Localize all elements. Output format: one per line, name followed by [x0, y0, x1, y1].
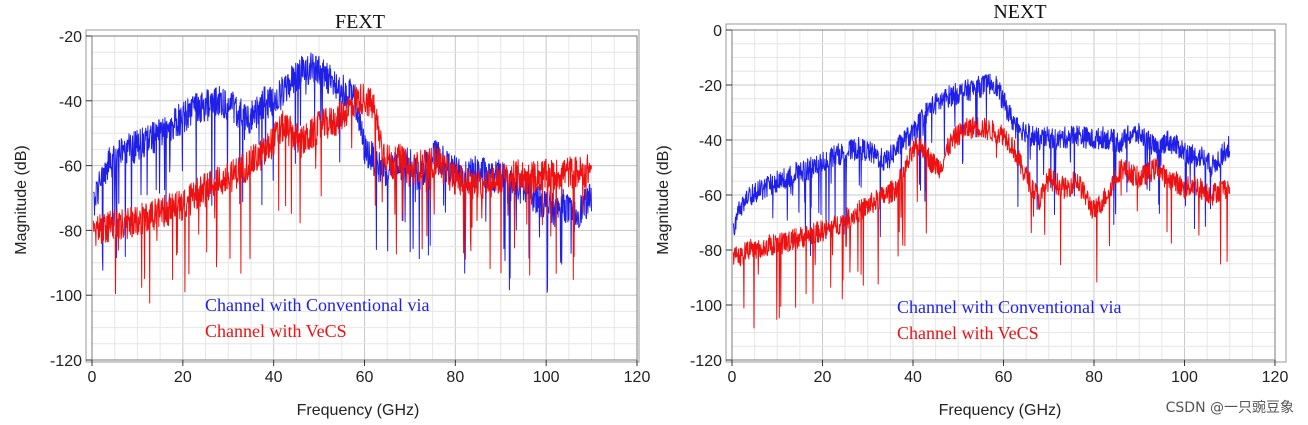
x-axis-label: Frequency (GHz) [297, 402, 420, 419]
fext-title: FEXT [335, 11, 385, 33]
csdn-watermark: CSDN @一只豌豆象 [1165, 400, 1294, 416]
y-tick-label: -40 [699, 133, 722, 150]
x-tick-label: 120 [1262, 369, 1289, 386]
y-tick-label: -20 [59, 29, 82, 46]
next-title: NEXT [993, 1, 1046, 23]
x-tick-label: 20 [814, 369, 832, 386]
legend-conventional-via: Channel with Conventional via [205, 295, 429, 315]
x-tick-label: 100 [1171, 369, 1198, 386]
x-tick-label: 40 [265, 369, 283, 386]
y-tick-label: -100 [690, 298, 722, 315]
legend-vecs: Channel with VeCS [897, 323, 1039, 343]
y-tick-label: -80 [699, 243, 722, 260]
x-tick-label: 60 [995, 369, 1013, 386]
x-tick-label: 20 [174, 369, 192, 386]
y-tick-label: -60 [59, 159, 82, 176]
y-tick-label: -100 [50, 288, 82, 305]
y-tick-label: -60 [699, 188, 722, 205]
next-panel: 0 20 40 60 80 100 120 -120 -100 -80 -60 -40 -20 0 Freq… [655, 1, 1288, 419]
legend-conventional-via: Channel with Conventional via [897, 297, 1121, 317]
series-line-conventional-via [732, 73, 1231, 256]
x-tick-label: 100 [533, 369, 560, 386]
y-tick-label: -120 [50, 353, 82, 370]
x-tick-label: 120 [624, 369, 651, 386]
legend-vecs: Channel with VeCS [205, 321, 347, 341]
x-tick-label: 80 [446, 369, 464, 386]
series-line-vecs [732, 116, 1231, 329]
y-tick-label: 0 [713, 23, 722, 40]
series-line-vecs [92, 83, 592, 304]
x-tick-label: 60 [356, 369, 374, 386]
x-tick-label: 80 [1085, 369, 1103, 386]
y-axis-label: Magnitude (dB) [13, 145, 30, 254]
y-tick-label: -40 [59, 94, 82, 111]
x-axis-label: Frequency (GHz) [939, 402, 1062, 419]
y-tick-label: -80 [59, 223, 82, 240]
fext-panel: 0 20 40 60 80 100 120 -120 -100 -80 -60 -40 -20 Frequ… [13, 11, 650, 419]
x-tick-label: 40 [904, 369, 922, 386]
x-tick-label: 0 [88, 369, 97, 386]
y-tick-label: -20 [699, 78, 722, 95]
y-axis-label: Magnitude (dB) [655, 145, 672, 254]
x-tick-label: 0 [728, 369, 737, 386]
y-tick-label: -120 [690, 353, 722, 370]
